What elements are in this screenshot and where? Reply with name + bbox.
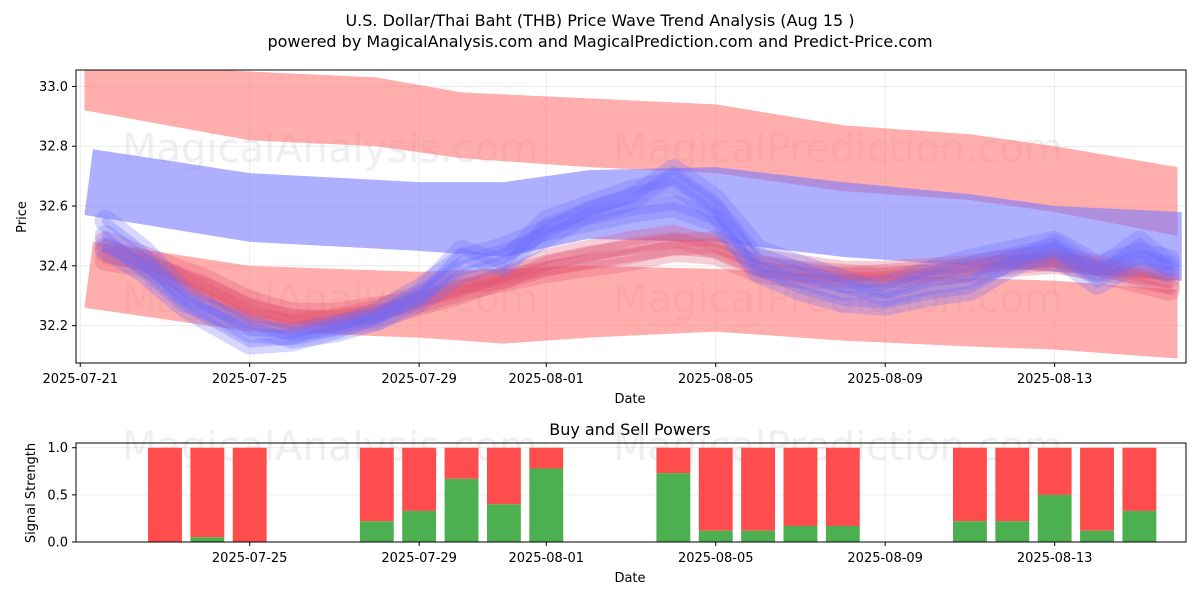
price-bands (84, 70, 1182, 359)
price-x-tick-label: 2025-07-21 (42, 372, 118, 387)
red-wave-1-glow (94, 230, 1181, 337)
sell-power-bar (148, 447, 182, 542)
signal-y-axis-label: Signal Strength (24, 443, 39, 543)
blue-wave-3 (101, 202, 1174, 348)
price-axes-frame (75, 69, 1187, 364)
signal-x-axis-label: Date (614, 571, 645, 586)
red-wave-2-glow (94, 230, 1181, 325)
buy-power-bar (486, 504, 521, 542)
red-wave-2 (101, 237, 1174, 318)
signal-y-ticks: 0.0 0.5 1.0 (47, 441, 76, 551)
price-y-tick-label: 32.6 (39, 200, 68, 215)
sell-power-bar (232, 447, 267, 542)
lower-red-channel (84, 241, 1178, 359)
sell-power-bar (952, 447, 987, 522)
signal-bars (148, 447, 1157, 542)
buy-power-bar (444, 478, 479, 542)
price-x-ticks: 2025-07-21 2025-07-25 2025-07-29 2025-08-01… (42, 363, 1092, 387)
sell-power-bar (698, 447, 733, 531)
signal-y-tick-label: 0.5 (47, 488, 68, 503)
red-wave-3-glow (94, 224, 1181, 334)
blue-wave-3-glow (94, 195, 1181, 355)
price-y-tick-label: 32.8 (39, 140, 68, 155)
price-panel: MagicalAnalysis.com MagicalPrediction.co… (15, 69, 1187, 407)
buy-power-bar (995, 521, 1030, 542)
sell-power-bar (1080, 447, 1114, 531)
signal-x-tick-label: 2025-07-29 (381, 551, 457, 566)
blue-wave-1-glow (94, 171, 1181, 346)
sell-power-bar (1037, 447, 1072, 495)
signal-x-tick-label: 2025-08-13 (1017, 551, 1093, 566)
signal-axes-frame (75, 442, 1187, 543)
buy-power-bar (656, 473, 691, 542)
price-y-tick-label: 32.2 (39, 319, 68, 334)
price-y-ticks: 32.2 32.4 32.6 32.8 33.0 (39, 80, 76, 334)
sell-power-bar (486, 447, 521, 505)
sell-power-bar (444, 447, 479, 479)
sell-power-bar (656, 447, 691, 474)
price-y-tick-label: 33.0 (39, 80, 68, 95)
buy-power-bar (952, 521, 987, 542)
sell-power-bar (995, 447, 1030, 522)
price-x-tick-label: 2025-07-29 (381, 372, 457, 387)
buy-power-bar (783, 525, 818, 542)
signal-x-tick-label: 2025-07-25 (212, 551, 288, 566)
blue-wave-1 (101, 178, 1174, 339)
buy-power-bar (741, 530, 776, 542)
sell-power-bar (190, 447, 225, 538)
signal-panel-title: Buy and Sell Powers (549, 420, 711, 439)
blue-channel (84, 149, 1182, 281)
buy-power-bar (190, 537, 225, 542)
price-x-axis-label: Date (614, 392, 645, 407)
buy-power-bar (1037, 494, 1072, 542)
blue-wave-2-glow (94, 159, 1181, 349)
signal-x-tick-label: 2025-08-09 (847, 551, 923, 566)
price-x-tick-label: 2025-08-13 (1017, 372, 1093, 387)
sell-power-bar (529, 447, 564, 469)
signal-x-tick-label: 2025-08-05 (678, 551, 754, 566)
blue-wave-2 (101, 166, 1174, 342)
buy-power-bar (825, 525, 860, 542)
sell-power-bar (825, 447, 860, 526)
buy-power-bar (529, 468, 564, 542)
price-x-tick-label: 2025-08-05 (678, 372, 754, 387)
signal-panel: Buy and Sell Powers MagicalAnalysis.com … (24, 420, 1187, 586)
buy-power-bar (402, 510, 437, 542)
sell-power-bar (359, 447, 394, 522)
chart-title: U.S. Dollar/Thai Baht (THB) Price Wave T… (345, 11, 854, 30)
price-x-tick-label: 2025-08-01 (508, 372, 584, 387)
signal-x-ticks: 2025-07-25 2025-07-29 2025-08-01 2025-08-05… (212, 542, 1093, 566)
red-wave-1 (101, 237, 1174, 330)
sell-power-bar (783, 447, 818, 526)
buy-power-bar (698, 530, 733, 542)
sell-power-bar (1122, 447, 1157, 511)
red-wave-3 (101, 231, 1174, 327)
buy-power-bar (359, 521, 394, 542)
buy-power-bar (1122, 510, 1157, 542)
price-x-tick-label: 2025-08-09 (847, 372, 923, 387)
sell-power-bar (402, 447, 437, 511)
signal-y-tick-label: 1.0 (47, 441, 68, 456)
price-x-tick-label: 2025-07-25 (212, 372, 288, 387)
price-y-tick-label: 32.4 (39, 259, 68, 274)
buy-power-bar (1080, 530, 1114, 542)
sell-power-bar (741, 447, 776, 531)
price-y-axis-label: Price (15, 201, 30, 233)
chart-subtitle: powered by MagicalAnalysis.com and Magic… (267, 32, 932, 51)
signal-y-tick-label: 0.0 (47, 536, 68, 551)
signal-x-tick-label: 2025-08-01 (508, 551, 584, 566)
price-waves (94, 159, 1181, 355)
